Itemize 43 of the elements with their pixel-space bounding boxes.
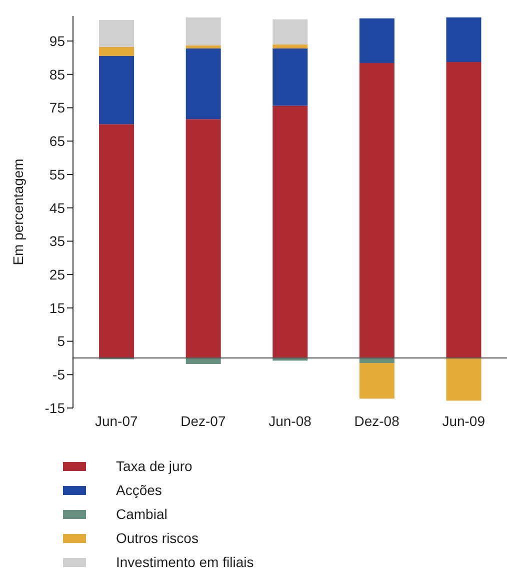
y-tick-label: -15	[44, 400, 66, 416]
x-tick-label: Dez-07	[180, 412, 226, 429]
x-tick-label: Jun-08	[268, 412, 312, 429]
x-tick-label: Dez-08	[354, 412, 400, 429]
legend-label: Cambial	[116, 506, 168, 522]
bar	[186, 119, 221, 358]
bar	[359, 18, 394, 64]
y-tick-label: -5	[52, 366, 66, 383]
bar	[99, 20, 134, 48]
y-tick-label: 85	[49, 66, 66, 82]
legend-label: Taxa de juro	[116, 458, 192, 474]
bar	[186, 48, 221, 120]
x-tick-label: Jun-09	[442, 412, 486, 429]
y-tick-label: 15	[49, 300, 66, 316]
legend-label: Investimento em filiais	[116, 554, 254, 570]
y-tick-label: 45	[49, 200, 66, 216]
bar	[446, 17, 482, 62]
bar	[359, 358, 394, 363]
x-tick-label: Jun-07	[94, 412, 138, 429]
bar	[99, 124, 134, 358]
y-tick-label: 25	[49, 266, 66, 283]
y-tick-label: 35	[49, 233, 66, 250]
bar	[272, 106, 308, 358]
bar	[99, 47, 134, 56]
bar	[99, 56, 134, 124]
legend-label: Outros riscos	[116, 530, 198, 546]
bar	[272, 19, 308, 44]
bar	[186, 17, 221, 46]
y-tick-label: 5	[57, 333, 66, 350]
bar	[186, 45, 221, 48]
bar	[186, 358, 221, 364]
y-tick-label: 65	[49, 133, 66, 150]
bar	[272, 48, 308, 106]
y-tick-label: 75	[49, 100, 66, 116]
y-tick-label: 95	[49, 32, 66, 49]
bar	[272, 44, 308, 48]
legend-label: Acções	[116, 482, 162, 498]
bar	[359, 362, 394, 399]
bar	[359, 63, 394, 358]
bar	[446, 62, 482, 358]
bar	[446, 358, 482, 401]
y-tick-label: 55	[49, 166, 66, 182]
y-axis-title: Em percentagem	[10, 158, 26, 266]
